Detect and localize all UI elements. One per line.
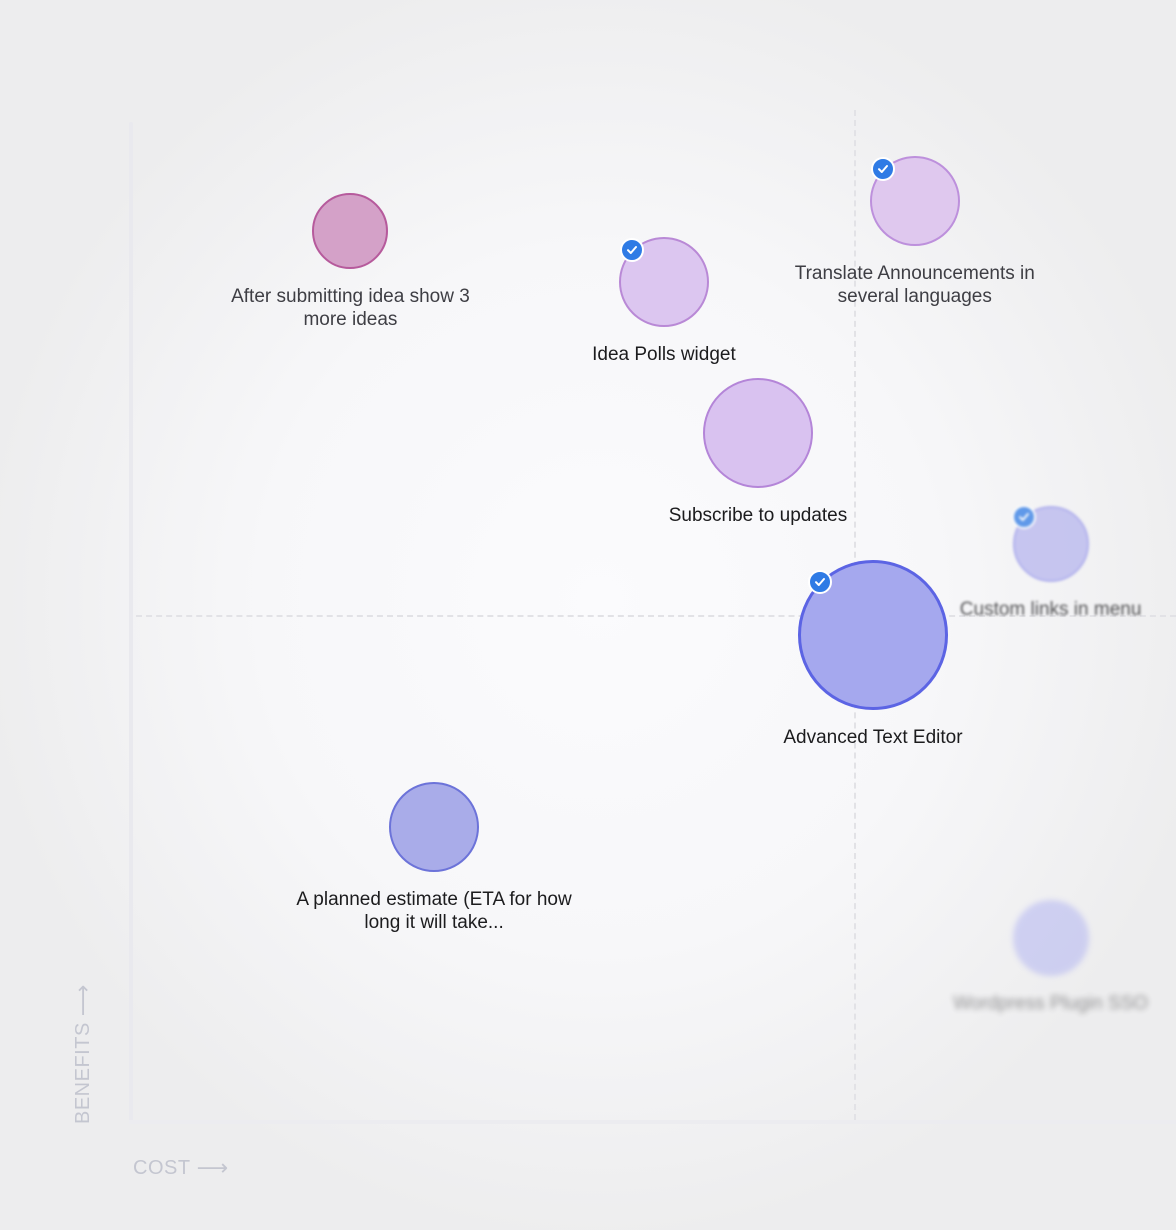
data-label: Idea Polls widget	[592, 343, 736, 365]
data-bubble[interactable]	[312, 193, 389, 270]
data-label: Custom links in menu	[959, 599, 1142, 621]
data-label: Wordpress Plugin SSO	[953, 993, 1149, 1015]
x-axis-label: COST ⟶	[133, 1155, 229, 1181]
data-bubble[interactable]	[703, 378, 813, 489]
data-label: Subscribe to updates	[668, 505, 848, 527]
data-label: Translate Announcements in several langu…	[794, 262, 1035, 307]
horizontal-quadrant-divider	[136, 615, 1176, 617]
data-label: After submitting idea show 3 more ideas	[231, 286, 470, 331]
data-label: A planned estimate (ETA for how long it …	[296, 889, 572, 934]
y-axis-label: BENEFITS ⟶	[70, 984, 96, 1124]
data-bubble[interactable]	[389, 782, 480, 873]
check-icon	[870, 157, 895, 182]
y-axis-line	[129, 122, 133, 1124]
x-axis-title: COST	[133, 1156, 191, 1179]
check-icon	[1011, 505, 1036, 530]
check-icon	[620, 237, 645, 262]
x-axis-line	[129, 1120, 1176, 1124]
check-icon	[808, 570, 833, 595]
y-axis-title: BENEFITS	[71, 1022, 94, 1124]
data-bubble[interactable]	[798, 560, 948, 710]
data-bubble[interactable]	[1012, 900, 1089, 977]
x-axis-arrow-icon: ⟶	[196, 1155, 229, 1180]
data-label: Advanced Text Editor	[783, 726, 963, 748]
y-axis-arrow-icon: ⟶	[70, 984, 95, 1017]
